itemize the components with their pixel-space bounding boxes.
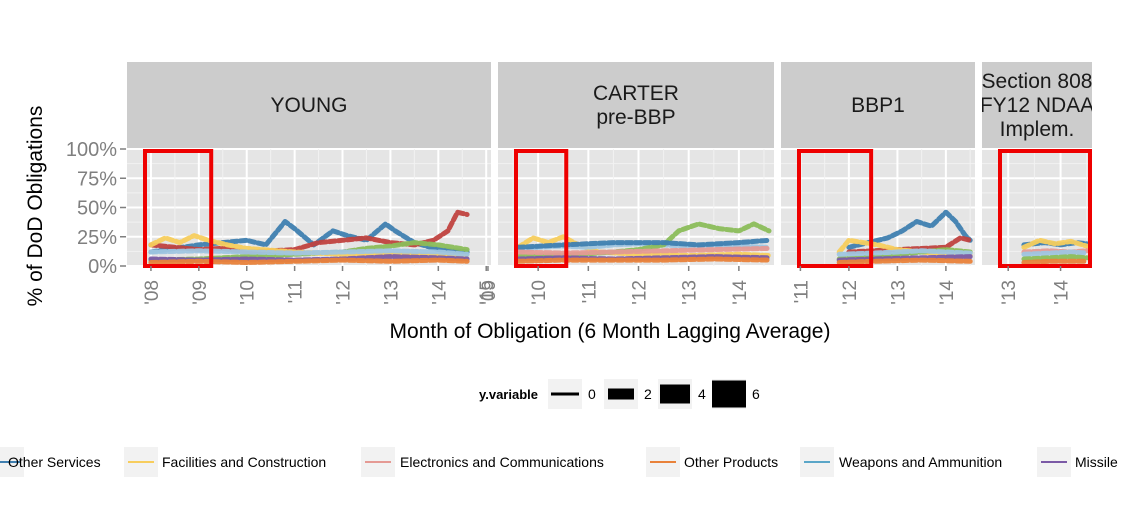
x-tick-label: '14 <box>1052 280 1073 305</box>
x-tick-label: '09 <box>190 280 211 305</box>
size-legend-swatch <box>660 384 690 404</box>
y-axis: 0% 25% 50% 75% 100% <box>66 139 126 278</box>
x-tick-label: '11 <box>791 280 812 303</box>
series-line <box>148 248 470 257</box>
x-tick-label: '13 <box>680 280 701 305</box>
x-tick-label: '10 <box>238 280 259 305</box>
size-legend-swatch <box>551 392 579 396</box>
series-line <box>1021 237 1090 250</box>
size-legend-label: 4 <box>698 386 706 402</box>
panel-content: YOUNG <box>127 62 491 268</box>
facet-strip-label: YOUNG <box>270 94 347 117</box>
x-tick-label: '14 <box>429 280 450 305</box>
x-tick-label: '08 <box>142 280 163 305</box>
facet-strip-label: CARTER <box>593 82 679 105</box>
series-line <box>846 209 973 250</box>
series-line <box>1021 249 1090 257</box>
facet-strip-label: Section 808 <box>982 70 1093 93</box>
series-line <box>1021 258 1090 265</box>
size-legend-swatch <box>712 380 746 408</box>
panel-3: BBP1 '11 '12 '13 '14 <box>781 62 975 305</box>
facet-strip-label: Implem. <box>1000 118 1075 141</box>
highlight-box <box>143 149 214 268</box>
size-legend-label: 6 <box>752 386 760 402</box>
color-legend-label: Facilities and Construction <box>162 454 326 470</box>
y-tick-label: 50% <box>77 198 117 220</box>
series-line <box>515 256 772 264</box>
x-tick-label: '15 <box>477 280 498 305</box>
x-tick-label: '13 <box>999 280 1020 305</box>
facet-strip <box>982 62 1092 148</box>
size-legend: y.variable 0 2 4 6 <box>479 379 760 409</box>
color-legend-label: Other Products <box>684 454 778 470</box>
y-tick-label: 100% <box>66 139 117 161</box>
x-tick-label: '11 <box>286 280 307 303</box>
y-tick-label: 25% <box>77 227 117 249</box>
series-line <box>515 237 772 250</box>
size-legend-swatch <box>608 388 634 400</box>
x-tick-label: '13 <box>381 280 402 305</box>
color-legend-label: Weapons and Ammunition <box>839 454 1002 470</box>
facet-strip-label: FY12 NDAA <box>980 94 1094 117</box>
x-tick-label: '11 <box>579 280 600 303</box>
facet-strip <box>498 62 774 148</box>
y-tick-label: 75% <box>77 168 117 190</box>
color-legend-label: Other Services <box>8 454 101 470</box>
x-axis-title: Month of Obligation (6 Month Lagging Ave… <box>390 320 831 343</box>
size-legend-title: y.variable <box>479 387 538 402</box>
facet-strip-label: BBP1 <box>851 94 905 117</box>
series-line <box>148 257 470 265</box>
y-tick-label: 0% <box>88 256 117 278</box>
color-legend-label: Missile <box>1075 454 1118 470</box>
facet-strip <box>781 62 975 148</box>
highlight-box <box>514 149 569 268</box>
series-line <box>836 257 973 265</box>
highlight-box <box>797 149 874 268</box>
x-tick-label: '12 <box>630 280 651 305</box>
facet-strip-label: pre-BBP <box>596 106 675 129</box>
color-legend-label: Electronics and Communications <box>400 454 604 470</box>
series-line <box>836 248 973 257</box>
x-tick-label: '13 <box>888 280 909 305</box>
panel-content: BBP1 <box>781 62 975 268</box>
panels-layer: YOUNG'08'09'10'11'12'13'14'15CARTERpre-B… <box>127 62 1094 305</box>
x-tick-label: '12 <box>334 280 355 305</box>
panel-1: YOUNG '08 '09 '10 '11 '12 '13 '14 '15 <box>127 62 498 305</box>
x-tick-label: '09 <box>479 280 500 305</box>
x-tick-label: '14 <box>730 280 751 305</box>
size-legend-label: 0 <box>588 386 596 402</box>
highlight-box <box>998 149 1092 268</box>
x-tick-label: '14 <box>937 280 958 305</box>
facet-strip <box>127 62 491 148</box>
x-tick-label: '12 <box>840 280 861 305</box>
size-legend-label: 2 <box>644 386 652 402</box>
series-line <box>515 245 772 256</box>
color-legend: Other Services Facilities and Constructio… <box>0 447 1118 477</box>
y-axis-title: % of DoD Obligations <box>24 106 47 307</box>
x-tick-label: '10 <box>529 280 550 305</box>
series-line <box>1021 254 1090 262</box>
